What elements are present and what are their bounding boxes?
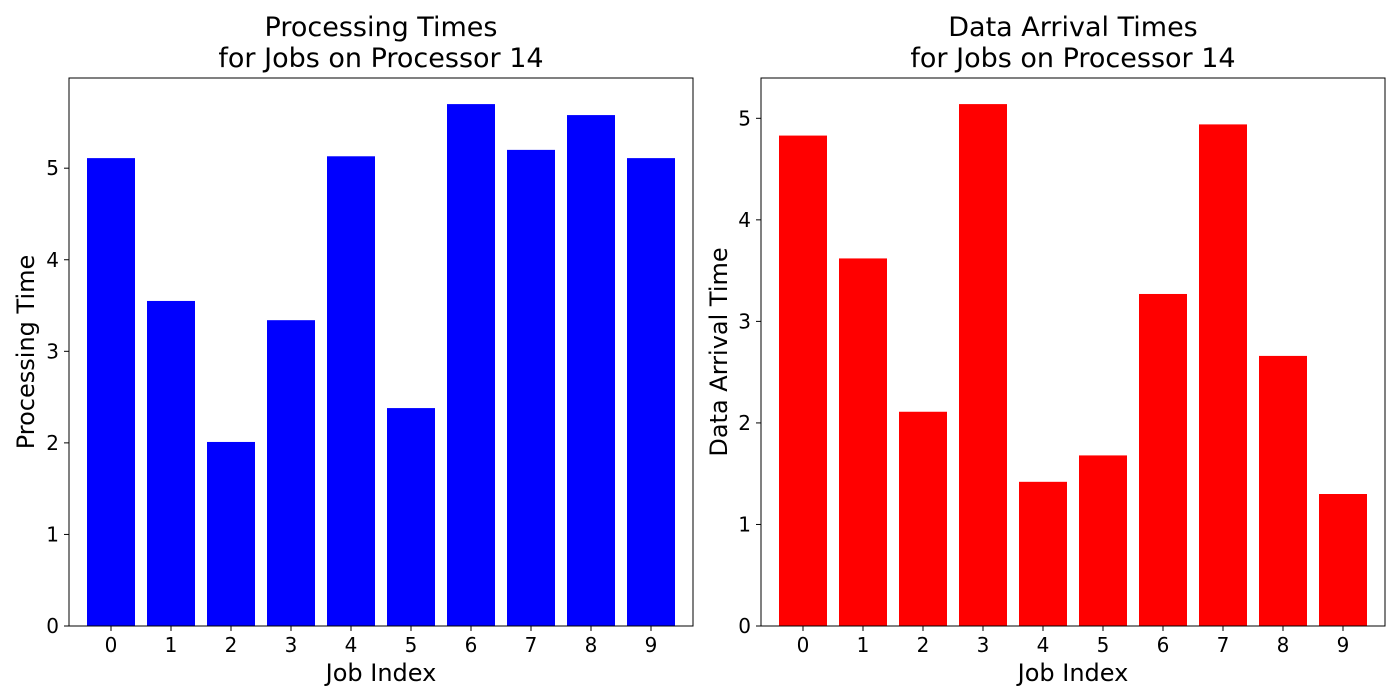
chart0-bar-3 — [267, 320, 315, 626]
chart0-xtick-label-5: 5 — [405, 633, 418, 657]
chart1-xtick-label-3: 3 — [977, 633, 990, 657]
chart1-bar-0 — [779, 135, 827, 626]
chart0-xtick-label-8: 8 — [585, 633, 598, 657]
chart1-ytick-label-2: 2 — [738, 411, 751, 435]
chart0-title-line-2: for Jobs on Processor 14 — [218, 43, 543, 74]
chart1-ytick-label-3: 3 — [738, 309, 751, 333]
chart0-ytick-label-4: 4 — [46, 248, 59, 272]
chart0-bar-7 — [507, 149, 555, 627]
chart1-xtick-label-4: 4 — [1037, 633, 1050, 657]
chart0-xtick-label-3: 3 — [285, 633, 298, 657]
chart1-xtick-label-1: 1 — [857, 633, 870, 657]
chart1-xtick-label-2: 2 — [917, 633, 930, 657]
chart0-bar-4 — [327, 156, 375, 627]
chart0-bar-5 — [387, 408, 435, 626]
chart0-plot-frame — [68, 77, 694, 627]
chart0-xtick-label-1: 1 — [165, 633, 178, 657]
chart1-plot-frame — [760, 77, 1386, 627]
chart1-ytick-label-0: 0 — [738, 614, 751, 638]
chart1-bar-5 — [1079, 455, 1127, 626]
chart0-title-line-1: Processing Times — [265, 12, 498, 43]
chart1-ytick-label-4: 4 — [738, 208, 751, 232]
chart0-ytick-label-5: 5 — [46, 156, 59, 180]
chart0-xtick-label-7: 7 — [525, 633, 538, 657]
chart1-xtick-label-7: 7 — [1217, 633, 1230, 657]
chart0-ytick-label-0: 0 — [46, 614, 59, 638]
chart0-ytick-label-1: 1 — [46, 522, 59, 546]
chart1-ytick-label-1: 1 — [738, 512, 751, 536]
chart0-bar-2 — [207, 441, 255, 626]
processing-times-chart: Processing Times for Jobs on Processor 14… — [12, 12, 694, 687]
chart0-ytick-label-2: 2 — [46, 431, 59, 455]
chart1-bar-9 — [1319, 494, 1367, 626]
chart1-bar-2 — [899, 411, 947, 626]
chart1-ytick-label-5: 5 — [738, 106, 751, 130]
chart1-bar-8 — [1259, 355, 1307, 626]
chart1-bar-1 — [839, 258, 887, 626]
chart1-bar-7 — [1199, 124, 1247, 626]
chart1-xtick-label-5: 5 — [1097, 633, 1110, 657]
chart0-xtick-label-6: 6 — [465, 633, 478, 657]
chart0-xtick-label-4: 4 — [345, 633, 358, 657]
chart1-ylabel: Data Arrival Time — [705, 247, 733, 456]
chart1-bar-6 — [1139, 293, 1187, 626]
chart0-xlabel: Job Index — [324, 659, 437, 687]
chart1-bar-4 — [1019, 481, 1067, 626]
chart1-xtick-label-6: 6 — [1157, 633, 1170, 657]
chart1-xlabel: Job Index — [1016, 659, 1129, 687]
chart0-ylabel: Processing Time — [12, 255, 40, 450]
chart0-bar-9 — [627, 158, 675, 627]
chart0-bar-8 — [567, 115, 615, 627]
chart0-xtick-label-9: 9 — [645, 633, 658, 657]
data-arrival-times-chart: Data Arrival Times for Jobs on Processor … — [700, 0, 1400, 700]
chart1-title-line-1: Data Arrival Times — [948, 12, 1198, 43]
chart1-xtick-label-9: 9 — [1337, 633, 1350, 657]
chart0-ytick-label-3: 3 — [46, 339, 59, 363]
chart1-xtick-label-0: 0 — [797, 633, 810, 657]
chart0-bar-6 — [447, 104, 495, 627]
chart0-xtick-label-0: 0 — [105, 633, 118, 657]
chart0-xtick-label-2: 2 — [225, 633, 238, 657]
chart0-bar-0 — [87, 158, 135, 627]
chart1-xtick-label-8: 8 — [1277, 633, 1290, 657]
chart1-title-line-2: for Jobs on Processor 14 — [910, 43, 1235, 74]
chart1-bar-3 — [959, 104, 1007, 627]
chart0-bar-1 — [147, 300, 195, 626]
